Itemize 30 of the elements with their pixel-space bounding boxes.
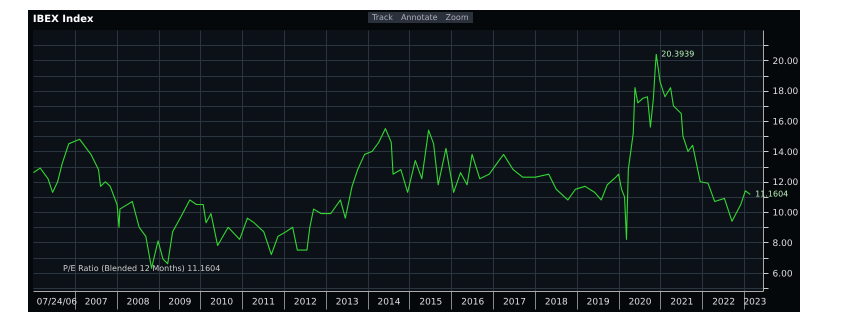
annotation: 20.3939 bbox=[661, 49, 694, 58]
series-label: P/E Ratio (Blended 12 Months) 11.1604 bbox=[63, 264, 220, 273]
x-tick-label: 2008 bbox=[126, 298, 150, 308]
y-tick-label: 6.00 bbox=[772, 269, 793, 280]
x-tick-label: 2012 bbox=[294, 298, 317, 308]
x-tick-label: 2017 bbox=[503, 298, 526, 308]
x-tick-label: 2019 bbox=[586, 298, 610, 308]
y-tick-label: 16.00 bbox=[772, 118, 799, 128]
text: Annotate bbox=[400, 13, 438, 22]
x-tick-label: 2020 bbox=[628, 298, 652, 308]
x-tick-label: 2007 bbox=[84, 298, 108, 308]
chart-title: IBEX Index bbox=[32, 14, 94, 25]
x-tick-label: 2015 bbox=[419, 298, 442, 308]
x-tick-label: 2011 bbox=[252, 298, 275, 308]
x-tick-label: 2016 bbox=[461, 298, 484, 308]
text: Zoom bbox=[446, 13, 469, 22]
x-tick-label: 2013 bbox=[336, 298, 359, 308]
x-tick-label: 2010 bbox=[210, 298, 234, 308]
y-tick-label: 14.00 bbox=[772, 148, 799, 158]
text: Track bbox=[372, 13, 393, 22]
x-tick-label: 2009 bbox=[168, 298, 192, 308]
y-tick-label: 20.00 bbox=[772, 56, 799, 67]
x-tick-label: 2014 bbox=[378, 298, 401, 308]
x-tick-label: 2022 bbox=[712, 298, 736, 308]
y-tick-label: 8.00 bbox=[772, 238, 793, 249]
y-tick-label: 10.00 bbox=[772, 208, 799, 219]
y-tick-label: 12.00 bbox=[772, 178, 799, 188]
y-tick-label: 18.00 bbox=[772, 87, 799, 98]
x-tick-label: 2018 bbox=[544, 298, 568, 308]
x-tick-label: 2021 bbox=[670, 298, 694, 308]
